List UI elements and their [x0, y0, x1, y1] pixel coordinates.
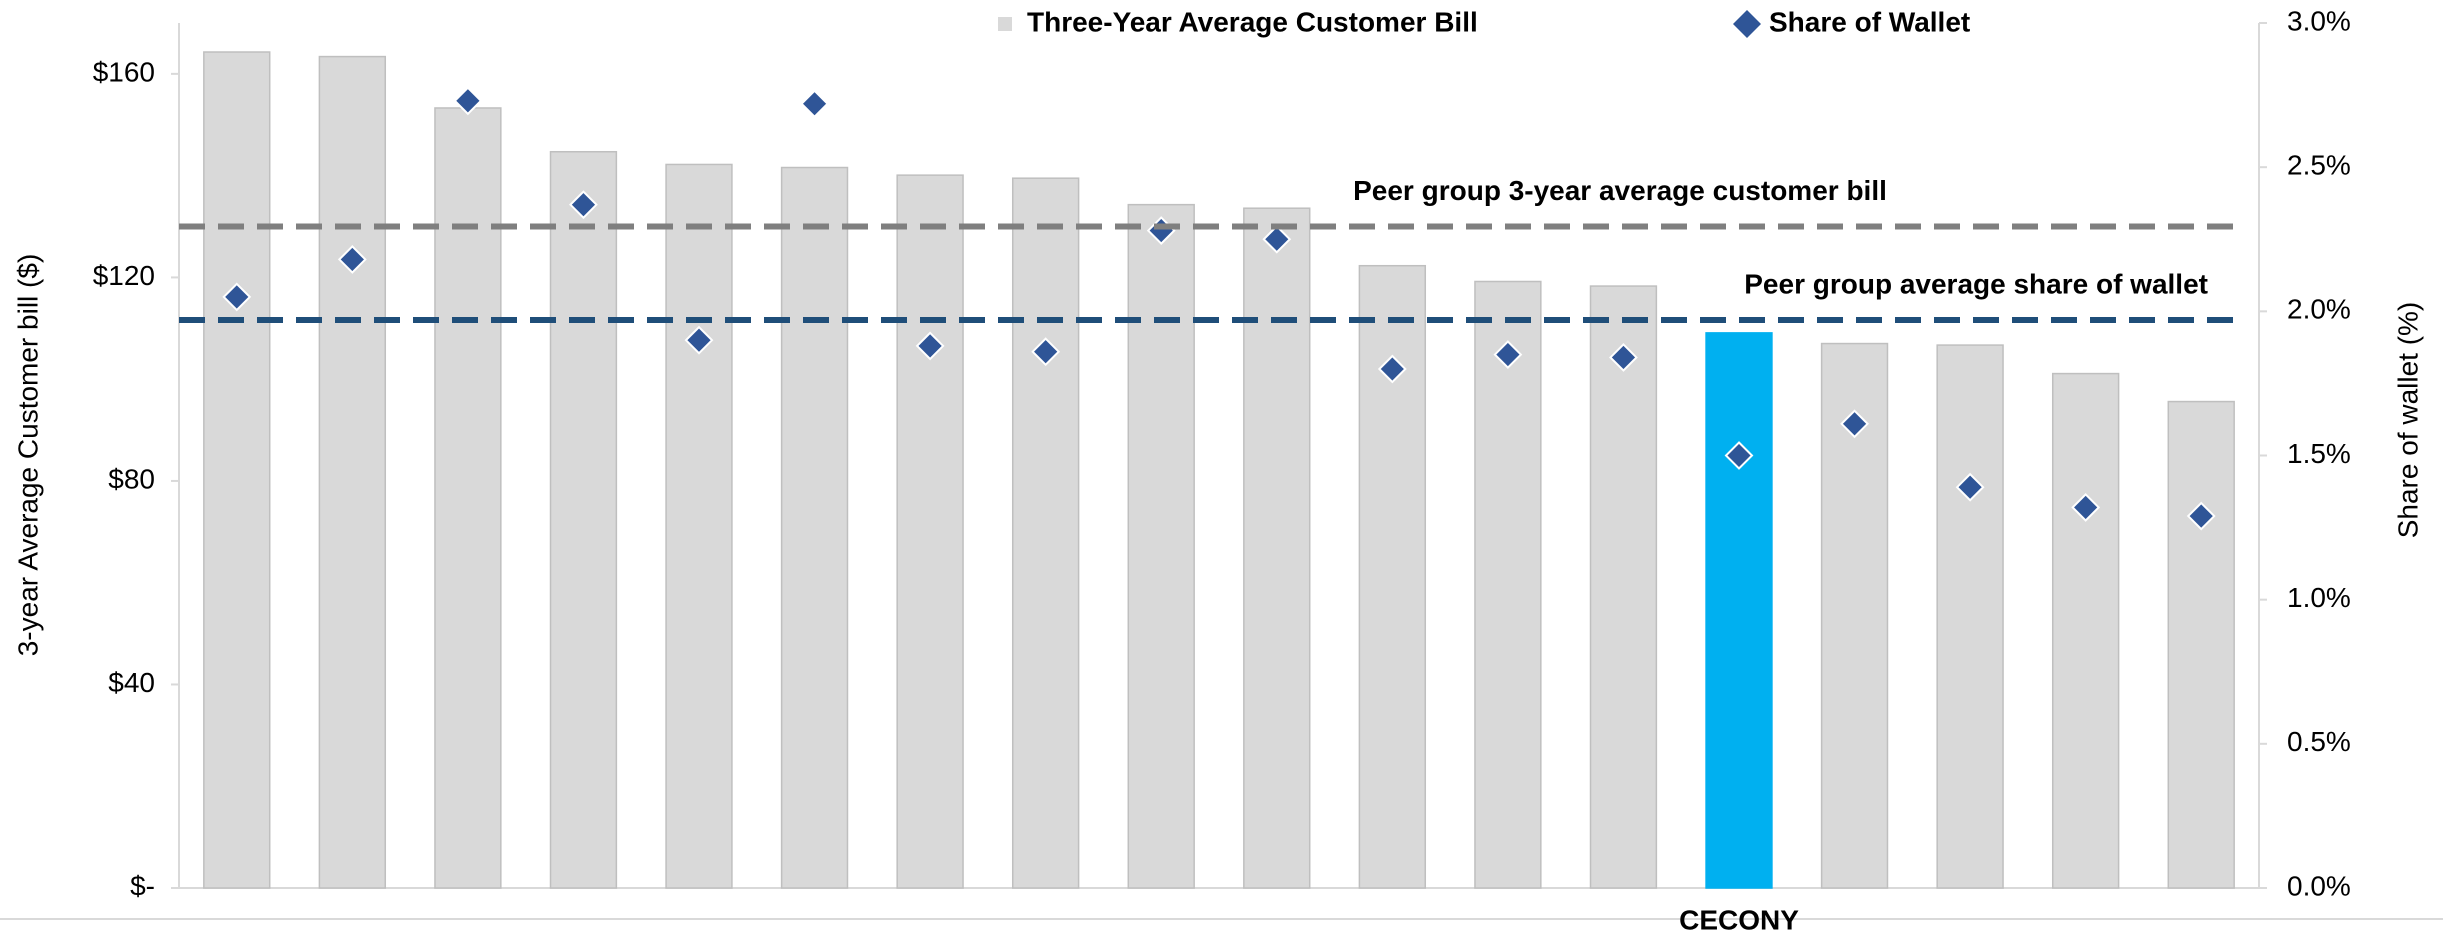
diamond-marker: [1262, 224, 1292, 254]
diamond-marker: [1031, 337, 1061, 367]
y2-tick-label: 1.5%: [2287, 438, 2351, 469]
bar: [434, 107, 502, 889]
diamond-marker: [453, 86, 483, 116]
legend-label: Three-Year Average Customer Bill: [1027, 6, 1478, 37]
diamond-marker: [915, 331, 945, 361]
y2-tick-label: 0.0%: [2287, 870, 2351, 901]
diamond-marker: [1493, 340, 1523, 369]
legend-swatch: [1733, 10, 1761, 38]
y2-tick-label: 2.0%: [2287, 294, 2351, 325]
reference-label: Peer group average share of wallet: [1744, 268, 2208, 299]
bar: [665, 163, 733, 889]
diamond-marker: [1955, 472, 1985, 502]
bar: [549, 150, 618, 889]
y-tick-label: $120: [93, 260, 155, 291]
bar: [203, 51, 271, 889]
bar: [1243, 207, 1311, 889]
bar: [780, 166, 849, 889]
bar: [1474, 280, 1542, 889]
y2-tick-label: 2.5%: [2287, 150, 2351, 181]
reference-label: Peer group 3-year average customer bill: [1353, 175, 1887, 206]
y-tick-label: $160: [93, 56, 155, 87]
bar: [896, 174, 964, 889]
y2-tick-label: 3.0%: [2287, 5, 2351, 36]
y2-axis-label: Share of wallet (%): [2392, 302, 2423, 539]
diamond-marker: [2071, 492, 2101, 522]
diamond-marker: [337, 245, 367, 274]
bar: [1820, 342, 1889, 889]
legend-label: Share of Wallet: [1769, 6, 1970, 37]
diamond-marker: [800, 89, 829, 119]
diamond-marker: [1609, 343, 1638, 372]
y-axis-label: 3-year Average Customer bill ($): [12, 254, 43, 657]
bar: [1127, 203, 1195, 889]
y-tick-label: $-: [130, 870, 155, 901]
bar: [1589, 285, 1658, 889]
diamond-marker: [2186, 501, 2216, 531]
y2-tick-label: 0.5%: [2287, 726, 2351, 757]
diamond-marker: [1724, 441, 1754, 470]
diamond-marker: [1840, 409, 1869, 439]
diamond-marker: [684, 325, 714, 355]
diamond-marker: [222, 282, 252, 312]
diamond-marker: [1377, 354, 1407, 384]
x-tick-label: CECONY: [1679, 904, 1799, 935]
y2-tick-label: 1.0%: [2287, 582, 2351, 613]
bar: [318, 55, 387, 889]
y-tick-label: $40: [108, 667, 155, 698]
diamond-marker: [569, 190, 598, 220]
bar: [1011, 177, 1080, 889]
bar: [1936, 344, 2004, 889]
legend-swatch: [998, 17, 1012, 31]
bar: [1705, 332, 1773, 889]
y-tick-label: $80: [108, 463, 155, 494]
bar: [2051, 372, 2120, 889]
bar: [2167, 400, 2235, 889]
